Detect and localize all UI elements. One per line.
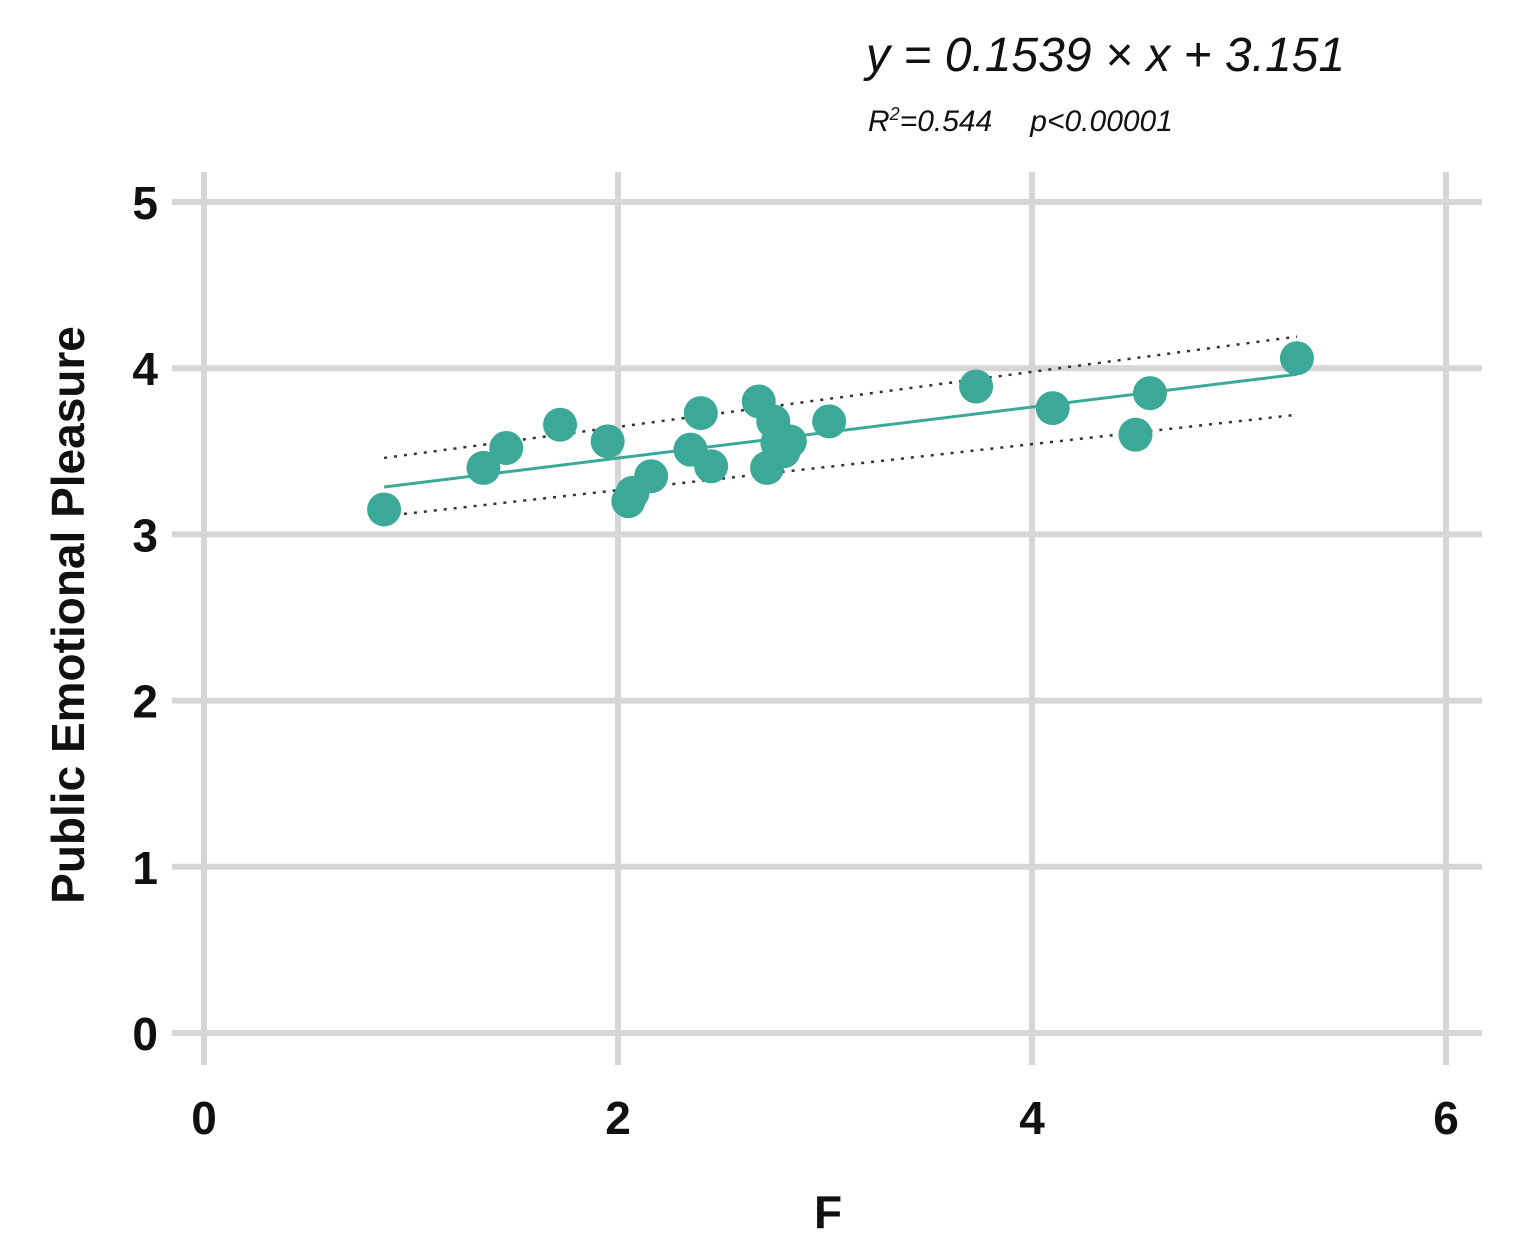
regression-stats: R2=0.544 p<0.00001 [868, 104, 1173, 139]
y-tick-label-0: 0 [132, 1008, 158, 1060]
data-point-16 [772, 424, 807, 459]
data-point-21 [1132, 376, 1167, 411]
x-tick-label-1: 2 [605, 1092, 631, 1144]
data-point-10 [694, 449, 729, 484]
y-tick-label-1: 1 [132, 842, 158, 894]
data-point-4 [590, 424, 625, 459]
confidence-band-upper [383, 335, 1298, 460]
y-tick-label-2: 2 [132, 676, 158, 728]
data-point-1 [466, 450, 501, 485]
confidence-band [383, 335, 1298, 518]
y-tick-labels: 0 1 2 3 4 5 [132, 177, 158, 1060]
x-tick-label-2: 4 [1019, 1092, 1045, 1144]
r2-value: =0.544 [899, 105, 993, 138]
data-point-0 [367, 492, 402, 527]
data-point-22 [1279, 341, 1314, 376]
y-tick-label-4: 4 [132, 343, 158, 395]
y-axis-title: Public Emotional Pleasure [42, 326, 94, 904]
data-point-17 [812, 404, 847, 439]
data-point-3 [543, 407, 578, 442]
y-tick-label-3: 3 [132, 509, 158, 561]
data-point-9 [683, 396, 718, 431]
grid [172, 172, 1482, 1065]
x-tick-labels: 0 2 4 6 [191, 1092, 1459, 1144]
r2-label: R [868, 105, 890, 138]
y-tick-label-5: 5 [132, 177, 158, 229]
data-point-7 [634, 459, 669, 494]
x-tick-label-0: 0 [191, 1092, 217, 1144]
points-group [367, 341, 1314, 527]
data-point-18 [959, 369, 994, 404]
p-value: p<0.00001 [1030, 105, 1173, 138]
data-point-20 [1118, 417, 1153, 452]
regression-equation: y = 0.1539 × x + 3.151 [866, 29, 1346, 82]
data-point-2 [489, 430, 524, 465]
x-axis-title: F [814, 1186, 842, 1238]
r2-superscript: 2 [889, 104, 900, 124]
data-point-19 [1035, 391, 1070, 426]
x-tick-label-3: 6 [1433, 1092, 1459, 1144]
